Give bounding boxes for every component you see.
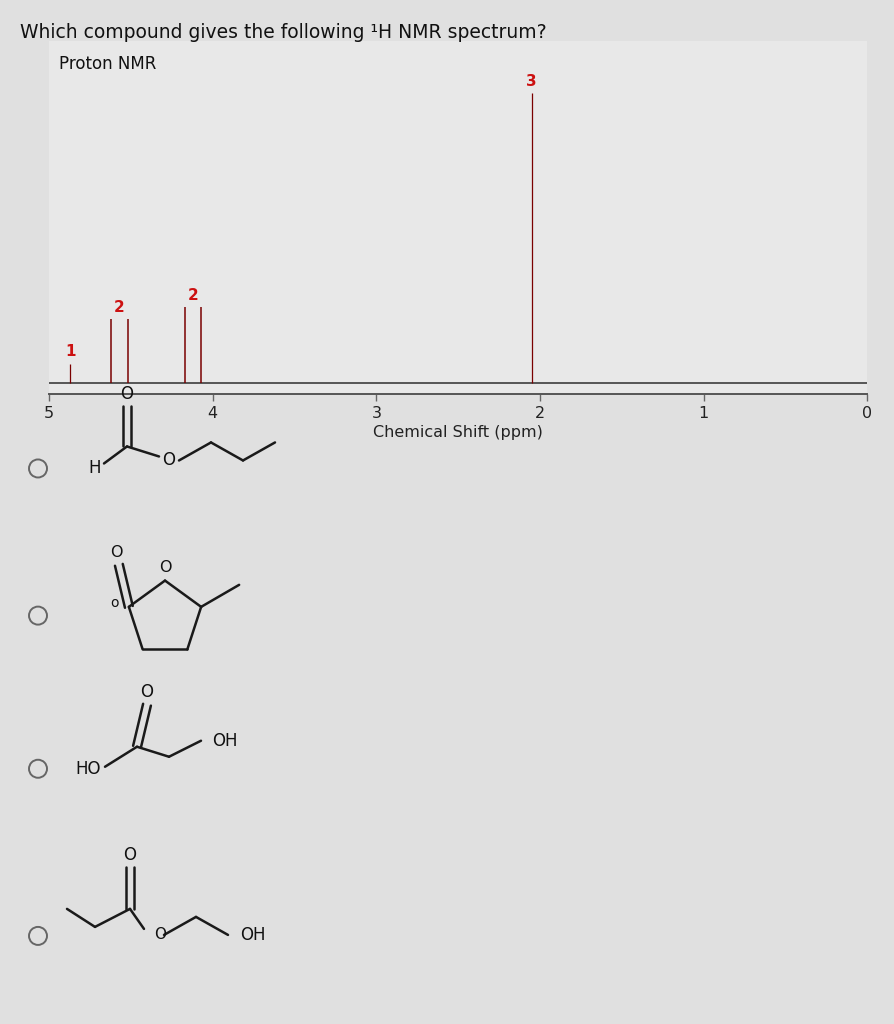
Text: O: O (154, 928, 166, 942)
Text: 1: 1 (65, 344, 76, 359)
Text: H: H (89, 460, 101, 477)
Text: Which compound gives the following ¹H NMR spectrum?: Which compound gives the following ¹H NM… (20, 23, 546, 42)
Text: 3: 3 (527, 74, 537, 89)
Text: O: O (111, 546, 123, 560)
Text: O: O (121, 385, 133, 403)
Text: Proton NMR: Proton NMR (59, 55, 156, 73)
Text: O: O (163, 452, 175, 469)
Text: 2: 2 (188, 288, 198, 303)
Text: O: O (123, 846, 137, 864)
Text: o: o (111, 596, 119, 610)
Text: 2: 2 (114, 300, 125, 314)
X-axis label: Chemical Shift (ppm): Chemical Shift (ppm) (373, 425, 544, 440)
Text: HO: HO (75, 760, 100, 778)
Text: O: O (140, 683, 154, 700)
Text: O: O (159, 560, 172, 575)
Text: OH: OH (212, 732, 238, 750)
Text: OH: OH (240, 926, 266, 944)
